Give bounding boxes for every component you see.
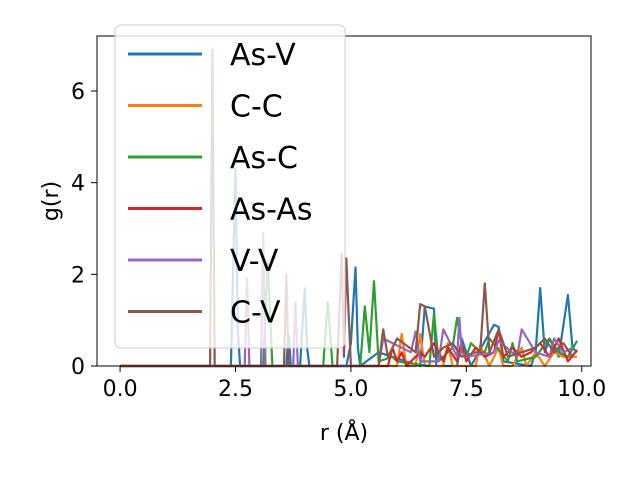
legend-label-as-v: As-V — [230, 38, 296, 73]
axes-layer: 0.0 2.5 5.0 7.5 10.0 0 2 4 6 — [71, 35, 606, 402]
y-tick-label: 4 — [71, 172, 85, 197]
x-tick-label: 0.0 — [103, 377, 138, 402]
legend: As-V C-C As-C As-As V-V C-V — [114, 24, 346, 349]
y-axis-label: g(r) — [39, 181, 64, 221]
legend-label-c-c: C-C — [230, 90, 283, 125]
y-tick-label: 0 — [71, 355, 85, 380]
x-tick-label: 5.0 — [333, 377, 368, 402]
legend-label-as-c: As-C — [230, 141, 298, 176]
y-tick-label: 2 — [71, 263, 85, 288]
x-tick-label: 7.5 — [449, 377, 484, 402]
x-tick-label: 2.5 — [218, 377, 253, 402]
legend-label-c-v: C-V — [230, 296, 281, 331]
x-tick-label: 10.0 — [557, 377, 606, 402]
legend-label-v-v: V-V — [230, 244, 279, 279]
legend-label-as-as: As-As — [230, 193, 312, 228]
y-tick-label: 6 — [71, 80, 85, 105]
x-axis-label: r (Å) — [320, 419, 368, 446]
